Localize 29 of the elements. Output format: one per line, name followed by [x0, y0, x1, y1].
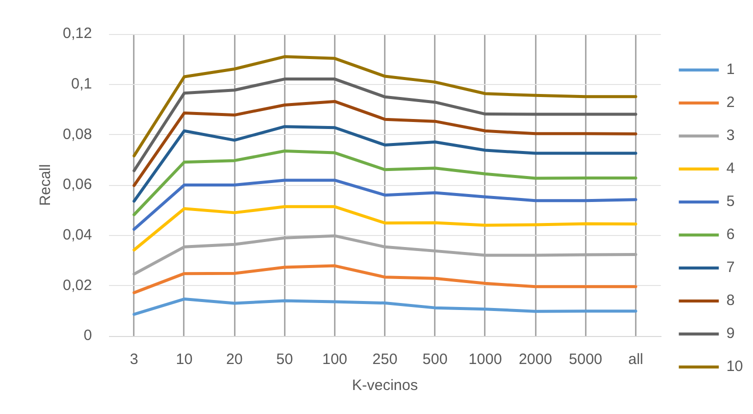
- legend-label: 2: [726, 94, 735, 112]
- x-tick-label: 3: [130, 351, 138, 368]
- x-tick-label: 20: [226, 351, 243, 368]
- legend-label: 7: [726, 259, 735, 276]
- y-tick-label: 0,02: [62, 276, 92, 294]
- x-axis-title: K-vecinos: [352, 377, 418, 394]
- x-tick-label: 50: [276, 351, 293, 368]
- legend-label: 1: [726, 61, 735, 78]
- legend-label: 6: [726, 226, 735, 244]
- x-tick-label: 100: [322, 351, 348, 368]
- legend-label: 9: [726, 325, 735, 342]
- y-tick-label: 0: [84, 327, 92, 344]
- legend-label: 8: [726, 292, 735, 310]
- x-tick-label: 1000: [468, 351, 502, 368]
- y-tick-label: 0,06: [62, 176, 92, 194]
- y-axis-title: Recall: [37, 164, 54, 206]
- legend-label: 5: [726, 193, 735, 210]
- x-tick-label: all: [628, 351, 644, 368]
- x-tick-label: 500: [422, 351, 448, 368]
- x-tick-label: 5000: [568, 351, 602, 368]
- x-tick-label: 250: [372, 351, 398, 368]
- x-tick-label: 10: [176, 351, 193, 368]
- x-tick-label: 2000: [518, 351, 552, 368]
- y-tick-label: 0,12: [62, 25, 92, 42]
- legend-label: 4: [726, 160, 735, 178]
- y-tick-label: 0,08: [62, 126, 92, 143]
- y-tick-label: 0,1: [71, 75, 92, 92]
- legend-label: 3: [726, 127, 735, 144]
- y-tick-label: 0,04: [62, 226, 92, 244]
